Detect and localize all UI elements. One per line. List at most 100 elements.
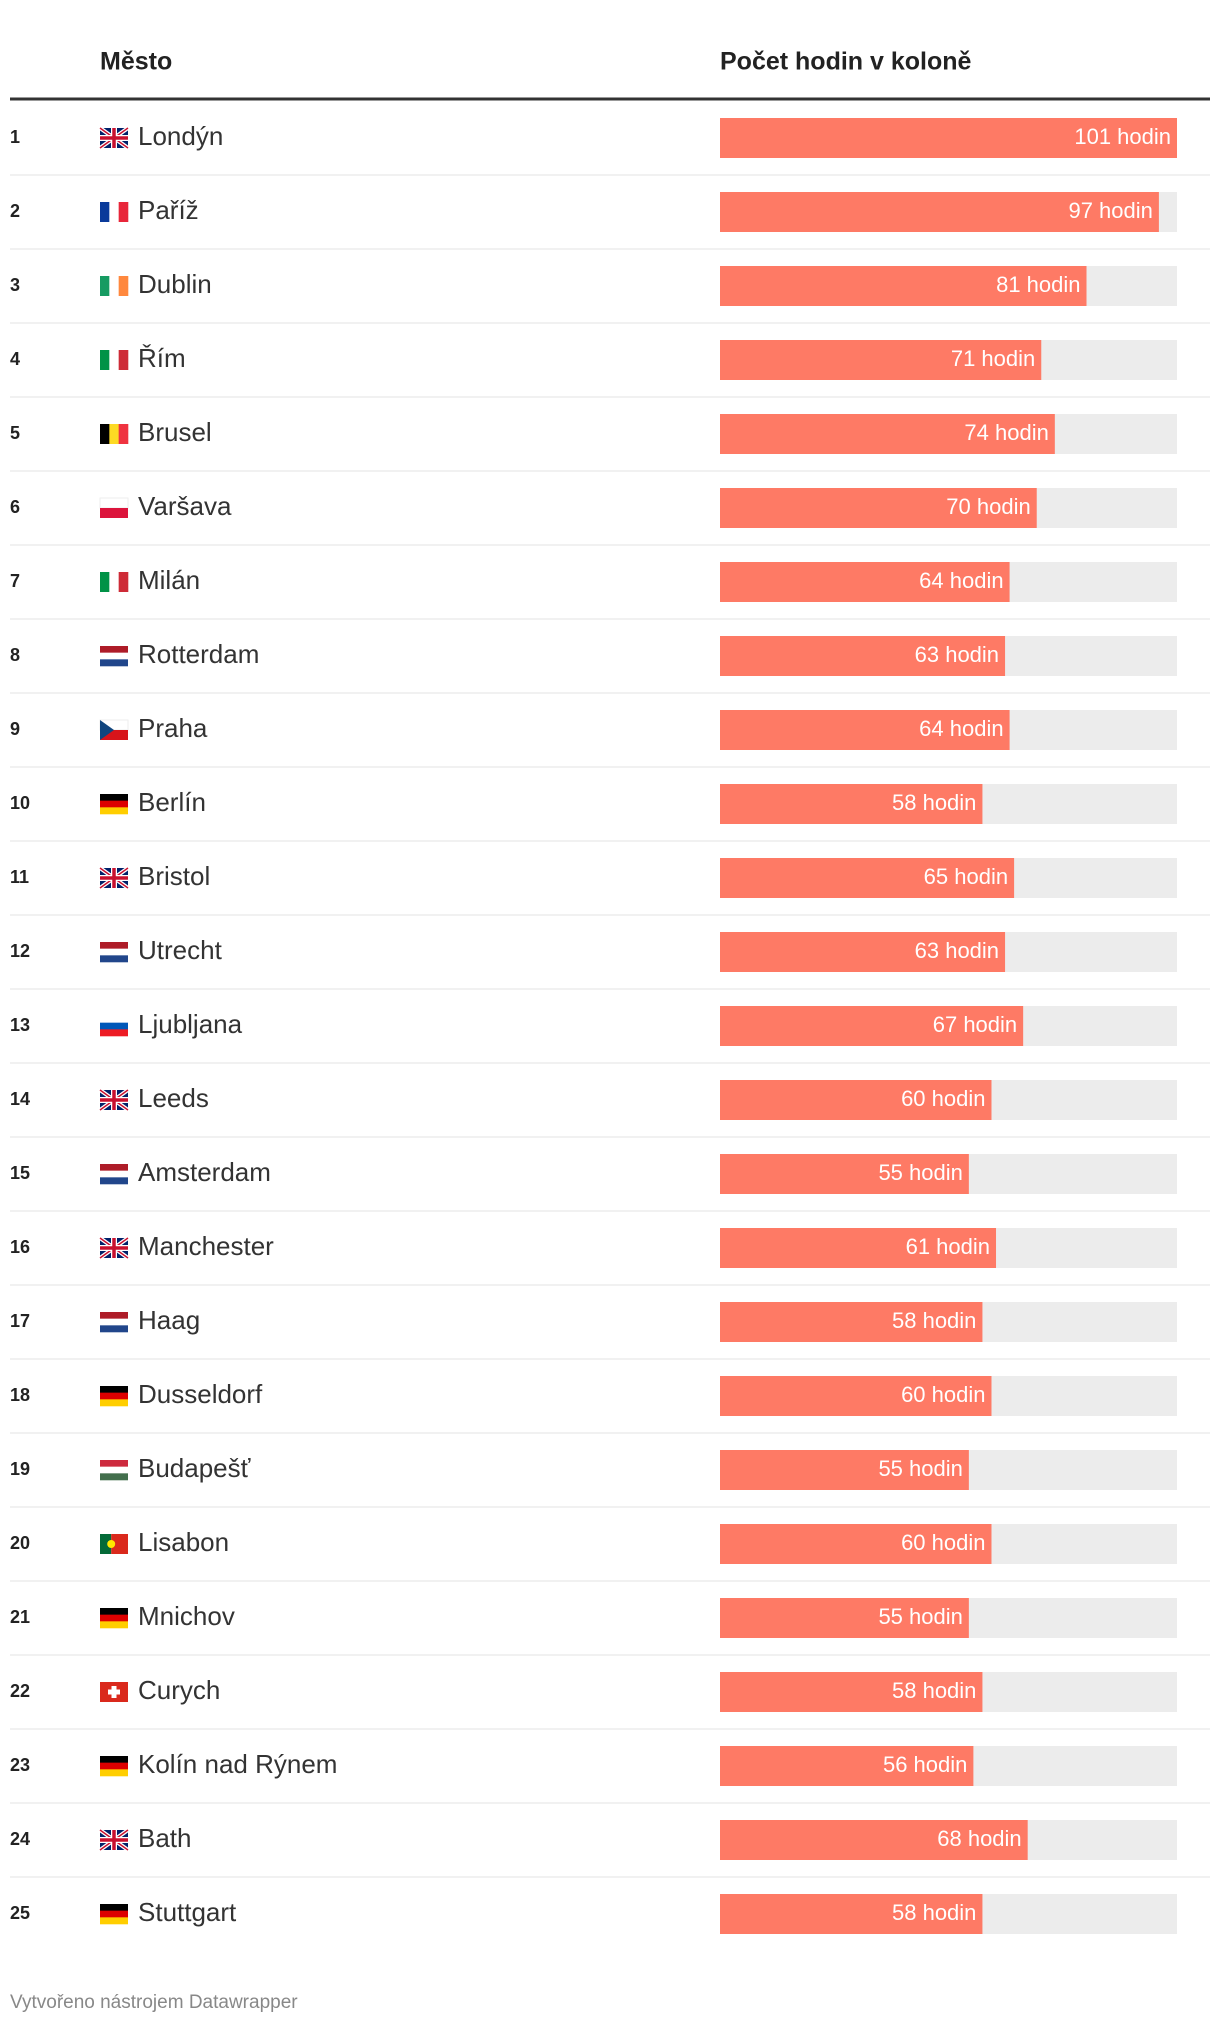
value-label: 63 hodin: [915, 938, 999, 963]
city-name: Amsterdam: [138, 1157, 271, 1187]
rank: 12: [10, 941, 30, 961]
city-name: Utrecht: [138, 935, 223, 965]
rank: 16: [10, 1237, 30, 1257]
flag-icon: [100, 350, 129, 370]
flag-stripe: [100, 276, 110, 296]
flag-stripe: [100, 424, 110, 444]
city-name: Haag: [138, 1305, 200, 1335]
flag-stripe: [108, 1689, 120, 1695]
flag-stripe: [109, 202, 119, 222]
flag-stripe: [100, 1608, 128, 1615]
bar: [720, 340, 1042, 380]
value-label: 97 hodin: [1068, 198, 1152, 223]
value-label: 74 hodin: [964, 420, 1048, 445]
value-label: 56 hodin: [883, 1752, 967, 1777]
value-label: 70 hodin: [946, 494, 1030, 519]
rank: 15: [10, 1163, 30, 1183]
flag-stripe: [118, 424, 129, 444]
flag-stripe: [107, 1540, 116, 1548]
flag-stripe: [100, 948, 128, 956]
bar: [720, 1376, 992, 1416]
city-name: Paříž: [138, 195, 199, 225]
rank: 14: [10, 1089, 30, 1109]
flag-stripe: [109, 350, 119, 370]
flag-icon: [100, 794, 128, 815]
footer: Vytvořeno nástrojem Datawrapper: [10, 1992, 298, 2013]
flag-stripe: [100, 1392, 128, 1400]
flag-stripe: [100, 1177, 128, 1185]
value-label: 55 hodin: [878, 1160, 962, 1185]
city-name: Curych: [138, 1675, 220, 1705]
flag-stripe: [100, 1614, 128, 1622]
rank: 24: [10, 1829, 30, 1849]
value-label: 81 hodin: [996, 272, 1080, 297]
flag-stripe: [100, 1534, 112, 1554]
flag-icon: [99, 497, 129, 518]
bar: [720, 1154, 969, 1194]
rank: 7: [10, 571, 20, 591]
value-label: 61 hodin: [906, 1234, 990, 1259]
value-label: 68 hodin: [937, 1826, 1021, 1851]
flag-icon: [100, 202, 129, 222]
bar: [720, 1080, 992, 1120]
rank: 6: [10, 497, 20, 517]
flag-stripe: [100, 1621, 128, 1629]
flag-icon: [100, 572, 129, 592]
flag-stripe: [100, 1029, 128, 1037]
flag-icon: [100, 1460, 128, 1481]
bar: [720, 414, 1055, 454]
flag-icon: [100, 424, 129, 444]
flag-stripe: [111, 1534, 128, 1554]
column-header: Město: [100, 48, 172, 76]
flag-icon: [100, 1756, 128, 1777]
city-name: Řím: [138, 343, 186, 373]
city-name: Leeds: [138, 1083, 209, 1113]
city-name: Milán: [138, 565, 200, 595]
flag-stripe: [100, 1460, 128, 1467]
flag-stripe: [109, 572, 119, 592]
city-name: Praha: [138, 713, 208, 743]
flag-stripe: [100, 652, 128, 660]
city-name: Manchester: [138, 1231, 274, 1261]
flag-icon: [100, 1016, 128, 1037]
city-name: Budapešť: [138, 1453, 251, 1483]
flag-stripe: [100, 1016, 128, 1023]
flag-stripe: [100, 730, 128, 740]
flag-stripe: [100, 1325, 128, 1333]
flag-icon: [100, 1904, 128, 1925]
rank: 8: [10, 645, 20, 665]
bar: [720, 1228, 997, 1268]
flag-stripe: [100, 128, 128, 148]
value-label: 58 hodin: [892, 1678, 976, 1703]
value-label: 67 hodin: [933, 1012, 1017, 1037]
flag-icon: [100, 1608, 128, 1629]
flag-stripe: [100, 868, 128, 888]
flag-stripe: [100, 1762, 128, 1770]
bar: [720, 1006, 1024, 1046]
city-name: Varšava: [138, 491, 232, 521]
flag-icon: [98, 1236, 130, 1260]
bar: [720, 858, 1015, 898]
column-header: Počet hodin v koloně: [720, 48, 972, 76]
city-name: Bath: [138, 1823, 192, 1853]
bar: [720, 1672, 983, 1712]
rank: 10: [10, 793, 30, 813]
value-label: 60 hodin: [901, 1086, 985, 1111]
rank: 22: [10, 1681, 30, 1701]
flag-icon: [98, 1088, 130, 1112]
bar: [720, 1894, 983, 1934]
city-name: Rotterdam: [138, 639, 259, 669]
flag-stripe: [100, 1756, 128, 1763]
city-name: Lisabon: [138, 1527, 229, 1557]
flag-stripe: [118, 202, 129, 222]
value-label: 60 hodin: [901, 1530, 985, 1555]
flag-stripe: [100, 720, 114, 740]
rank: 9: [10, 719, 20, 739]
rank: 2: [10, 201, 20, 221]
flag-stripe: [118, 276, 129, 296]
rank: 23: [10, 1755, 30, 1775]
flag-stripe: [100, 942, 128, 949]
flag-stripe: [118, 350, 129, 370]
rank: 25: [10, 1903, 30, 1923]
